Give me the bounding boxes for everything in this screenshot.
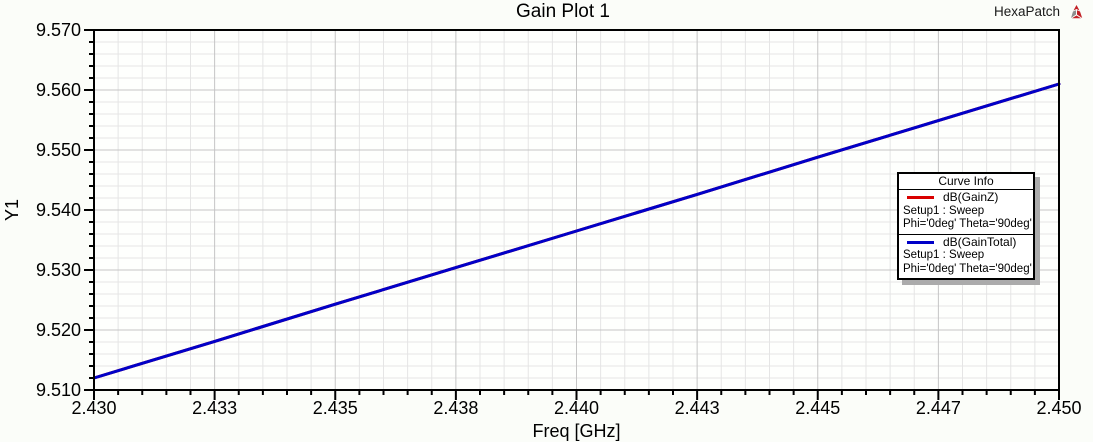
svg-text:2.445: 2.445 (795, 398, 840, 418)
svg-text:2.443: 2.443 (675, 398, 720, 418)
legend-entry-variation: Phi='0deg' Theta='90deg' (903, 262, 1032, 275)
svg-text:2.440: 2.440 (554, 398, 599, 418)
gainz-line-swatch (907, 196, 934, 200)
legend-entry-gainz[interactable]: dB(GainZ) Setup1 : Sweep Phi='0deg' Thet… (899, 190, 1033, 234)
svg-text:9.550: 9.550 (36, 140, 81, 160)
ansys-logo-icon (1069, 4, 1084, 19)
svg-text:9.540: 9.540 (36, 200, 81, 220)
legend-entry-label: dB(GainTotal) (943, 234, 1017, 249)
svg-text:9.570: 9.570 (36, 20, 81, 40)
svg-text:9.530: 9.530 (36, 260, 81, 280)
svg-text:9.560: 9.560 (36, 80, 81, 100)
svg-text:2.430: 2.430 (71, 398, 116, 418)
legend-entry-label: dB(GainZ) (943, 190, 999, 204)
svg-text:Freq [GHz]: Freq [GHz] (532, 421, 620, 441)
legend-entry-setup: Setup1 : Sweep (903, 249, 985, 261)
svg-text:2.450: 2.450 (1036, 398, 1081, 418)
page-title: Gain Plot 1 (516, 1, 610, 22)
svg-text:9.520: 9.520 (36, 320, 81, 340)
svg-text:2.447: 2.447 (916, 398, 961, 418)
legend-entry-setup: Setup1 : Sweep (903, 204, 985, 217)
svg-text:Y1: Y1 (2, 199, 22, 221)
svg-text:2.435: 2.435 (313, 398, 358, 418)
legend-entry-gaintotal[interactable]: dB(GainTotal) Setup1 : Sweep Phi='0deg' … (899, 233, 1033, 279)
svg-text:2.433: 2.433 (192, 398, 237, 418)
watermark: HexaPatch (994, 4, 1084, 19)
curve-info-legend[interactable]: Curve Info dB(GainZ) Setup1 : Sweep Phi=… (897, 172, 1035, 280)
svg-text:2.438: 2.438 (433, 398, 478, 418)
svg-text:9.510: 9.510 (36, 380, 81, 400)
legend-entry-variation: Phi='0deg' Theta='90deg' (903, 218, 1032, 230)
watermark-label: HexaPatch (993, 4, 1060, 19)
legend-title: Curve Info (899, 174, 1033, 190)
gaintotal-line-swatch (907, 240, 934, 244)
